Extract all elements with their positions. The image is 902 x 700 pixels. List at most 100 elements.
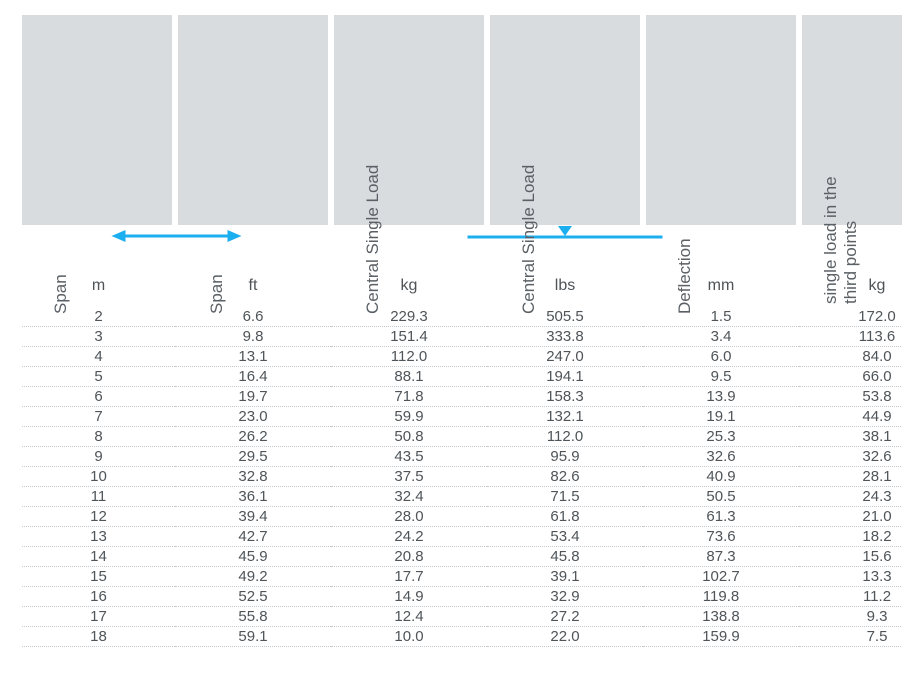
column-header: Span [175,15,331,225]
data-cell: 32.6 [643,447,799,467]
data-cell: 5 [22,367,175,387]
table-row: 619.771.8158.313.953.8118.717.3143.6316.… [22,387,902,407]
data-cell: 9.3 [799,607,902,627]
table-row: 929.543.595.932.632.671.939.787.0191.89.… [22,447,902,467]
header-label: Central Single Load [519,104,539,326]
table-row: 39.8151.4333.83.4113.6250.44.3302.8667.6… [22,327,902,347]
data-cell: 17.7 [331,567,487,587]
data-cell: 6.0 [643,347,799,367]
column-group-diagram [331,225,799,259]
data-cell: 88.1 [331,367,487,387]
data-cell: 19.1 [643,407,799,427]
data-cell: 22.0 [487,627,643,647]
data-cell: 28.1 [799,467,902,487]
data-cell: 29.5 [175,447,331,467]
data-cell: 9 [22,447,175,467]
data-cell: 13.3 [799,567,902,587]
data-cell: 45.9 [175,547,331,567]
table-row: 1136.132.471.550.524.353.660.164.8142.95… [22,487,902,507]
data-cell: 71.8 [331,387,487,407]
data-cell: 44.9 [799,407,902,427]
data-cell: 36.1 [175,487,331,507]
data-cell: 32.8 [175,467,331,487]
table-row: 1032.837.582.640.928.162.049.375.0165.37… [22,467,902,487]
data-cell: 17 [22,607,175,627]
data-cell: 27.2 [487,607,643,627]
table-row: 516.488.1194.19.566.0145.612.0176.1388.3… [22,367,902,387]
data-cell: 505.5 [487,307,643,327]
data-cell: 49.2 [175,567,331,587]
data-cell: 12.4 [331,607,487,627]
data-cell: 112.0 [487,427,643,447]
data-cell: 38.1 [799,427,902,447]
table-header: SpanSpanCentral Single LoadCentral Singl… [22,15,902,307]
data-cell: 28.0 [331,507,487,527]
data-cell: 6.6 [175,307,331,327]
data-cell: 59.1 [175,627,331,647]
data-cell: 53.8 [799,387,902,407]
data-cell: 32.4 [331,487,487,507]
header-label: single load in thethird points [821,94,861,316]
data-cell: 21.0 [799,507,902,527]
data-cell: 82.6 [487,467,643,487]
table-row: 1445.920.845.887.315.634.4100.141.691.73… [22,547,902,567]
header-label: Central Single Load [363,104,383,326]
data-cell: 159.9 [643,627,799,647]
table-row: 1859.110.022.0159.97.516.5172.919.944.01… [22,627,902,647]
data-cell: 55.8 [175,607,331,627]
data-cell: 333.8 [487,327,643,347]
data-cell: 158.3 [487,387,643,407]
data-cell: 8 [22,427,175,447]
data-cell: 1.5 [643,307,799,327]
data-cell: 87.3 [643,547,799,567]
data-cell: 37.5 [331,467,487,487]
unit-label: m [22,259,175,307]
data-cell: 13 [22,527,175,547]
data-cell: 59.9 [331,407,487,427]
data-cell: 151.4 [331,327,487,347]
data-cell: 32.9 [487,587,643,607]
table-row: 723.059.9132.119.144.999.123.7119.8264.1… [22,407,902,427]
data-cell: 20.8 [331,547,487,567]
data-cell: 15.6 [799,547,902,567]
data-cell: 3.4 [643,327,799,347]
data-cell: 9.5 [643,367,799,387]
table-row: 826.250.8112.025.338.184.031.2101.6223.9… [22,427,902,447]
data-table: SpanSpanCentral Single LoadCentral Singl… [22,15,902,647]
data-cell: 15 [22,567,175,587]
data-cell: 9.8 [175,327,331,347]
data-cell: 23.0 [175,407,331,427]
column-header: Span [22,15,175,225]
table-row: 1652.514.932.9119.811.224.7133.529.965.8… [22,587,902,607]
header-label: Deflection [675,104,695,326]
unit-label: lbs [487,259,643,307]
data-cell: 39.4 [175,507,331,527]
data-cell: 7.5 [799,627,902,647]
data-cell: 13.9 [643,387,799,407]
header-label: Span [207,104,227,326]
data-cell: 40.9 [643,467,799,487]
data-cell: 10 [22,467,175,487]
unit-label: kg [331,259,487,307]
data-cell: 6 [22,387,175,407]
data-cell: 10.0 [331,627,487,647]
data-cell: 95.9 [487,447,643,467]
load-capacity-table: SpanSpanCentral Single LoadCentral Singl… [0,0,902,662]
data-cell: 84.0 [799,347,902,367]
data-cell: 12 [22,507,175,527]
data-cell: 112.0 [331,347,487,367]
column-header: Deflection [643,15,799,225]
data-cell: 24.3 [799,487,902,507]
table-row: 1342.724.253.473.618.240.085.548.4106.73… [22,527,902,547]
data-cell: 32.6 [799,447,902,467]
data-cell: 53.4 [487,527,643,547]
data-cell: 113.6 [799,327,902,347]
data-cell: 11.2 [799,587,902,607]
header-label: Span [51,104,71,326]
data-cell: 4 [22,347,175,367]
table-row: 1239.428.061.861.321.046.472.256.1123.64… [22,507,902,527]
data-cell: 14 [22,547,175,567]
data-cell: 43.5 [331,447,487,467]
data-cell: 11 [22,487,175,507]
table-row: 26.6229.3505.51.5172.0379.11.9458.61011.… [22,307,902,327]
